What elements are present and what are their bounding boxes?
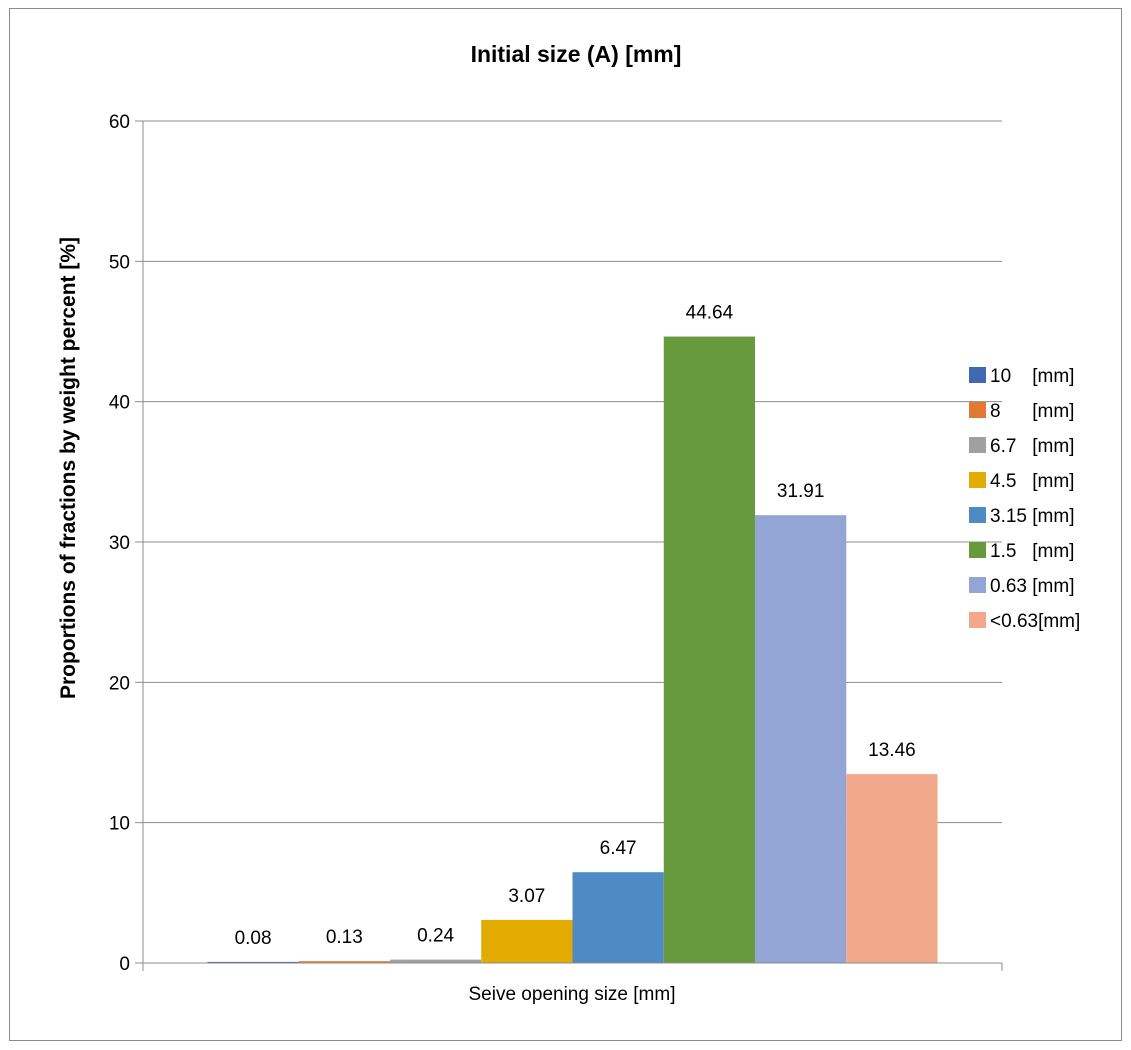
bar: [389, 959, 482, 963]
legend-label: 3.15 [mm]: [990, 506, 1074, 527]
data-label: 3.07: [508, 886, 545, 907]
y-tick-label: 60: [109, 112, 130, 133]
data-label: 44.64: [686, 303, 734, 324]
legend-label: <0.63[mm]: [990, 611, 1080, 632]
legend-label: 6.7 [mm]: [990, 436, 1074, 457]
data-label: 0.13: [326, 927, 363, 948]
legend: 10 [mm] 8 [mm] 6.7 [mm] 4.5 [mm] 3.15 [mm] 1.…: [969, 366, 1080, 632]
legend-swatch: [969, 402, 986, 418]
bar: [481, 919, 573, 963]
y-tick-label: 20: [109, 673, 130, 694]
legend-swatch: [969, 472, 986, 488]
legend-swatch: [969, 367, 986, 383]
chart-title: Initial size (A) [mm]: [471, 41, 682, 67]
bar: [663, 336, 756, 963]
data-label: 13.46: [868, 740, 916, 761]
y-tick-label: 0: [119, 954, 130, 975]
legend-label: 8 [mm]: [990, 401, 1074, 422]
y-tick-label: 40: [109, 393, 130, 414]
bar: [846, 774, 938, 963]
bar: [298, 961, 390, 963]
x-axis-label: Seive opening size [mm]: [469, 984, 676, 1005]
y-tick-label: 50: [109, 252, 130, 273]
legend-swatch: [969, 507, 986, 523]
y-tick-label: 30: [109, 533, 130, 554]
data-label: 6.47: [600, 838, 637, 859]
bar: [207, 961, 299, 963]
legend-swatch: [969, 612, 986, 628]
legend-swatch: [969, 542, 986, 558]
gridlines: [143, 120, 1002, 824]
legend-label: 0.63 [mm]: [990, 576, 1074, 597]
legend-label: 4.5 [mm]: [990, 471, 1074, 492]
axes: 0 10 20 30 40 50 60: [109, 112, 1003, 975]
legend-swatch: [969, 437, 986, 453]
data-label: 0.24: [417, 926, 454, 947]
y-tick-label: 10: [109, 814, 130, 835]
legend-label: 1.5 [mm]: [990, 541, 1074, 562]
y-axis-label: Proportions of fractions by weight perce…: [57, 237, 80, 699]
bar: [755, 515, 847, 963]
legend-label: 10 [mm]: [990, 366, 1074, 387]
bars: 0.08 0.13 0.24 3.07 6.47 44.64 31.91 13.46: [207, 303, 938, 963]
bar: [572, 872, 664, 963]
data-label: 31.91: [777, 481, 825, 502]
legend-swatch: [969, 577, 986, 593]
data-label: 0.08: [235, 928, 272, 949]
